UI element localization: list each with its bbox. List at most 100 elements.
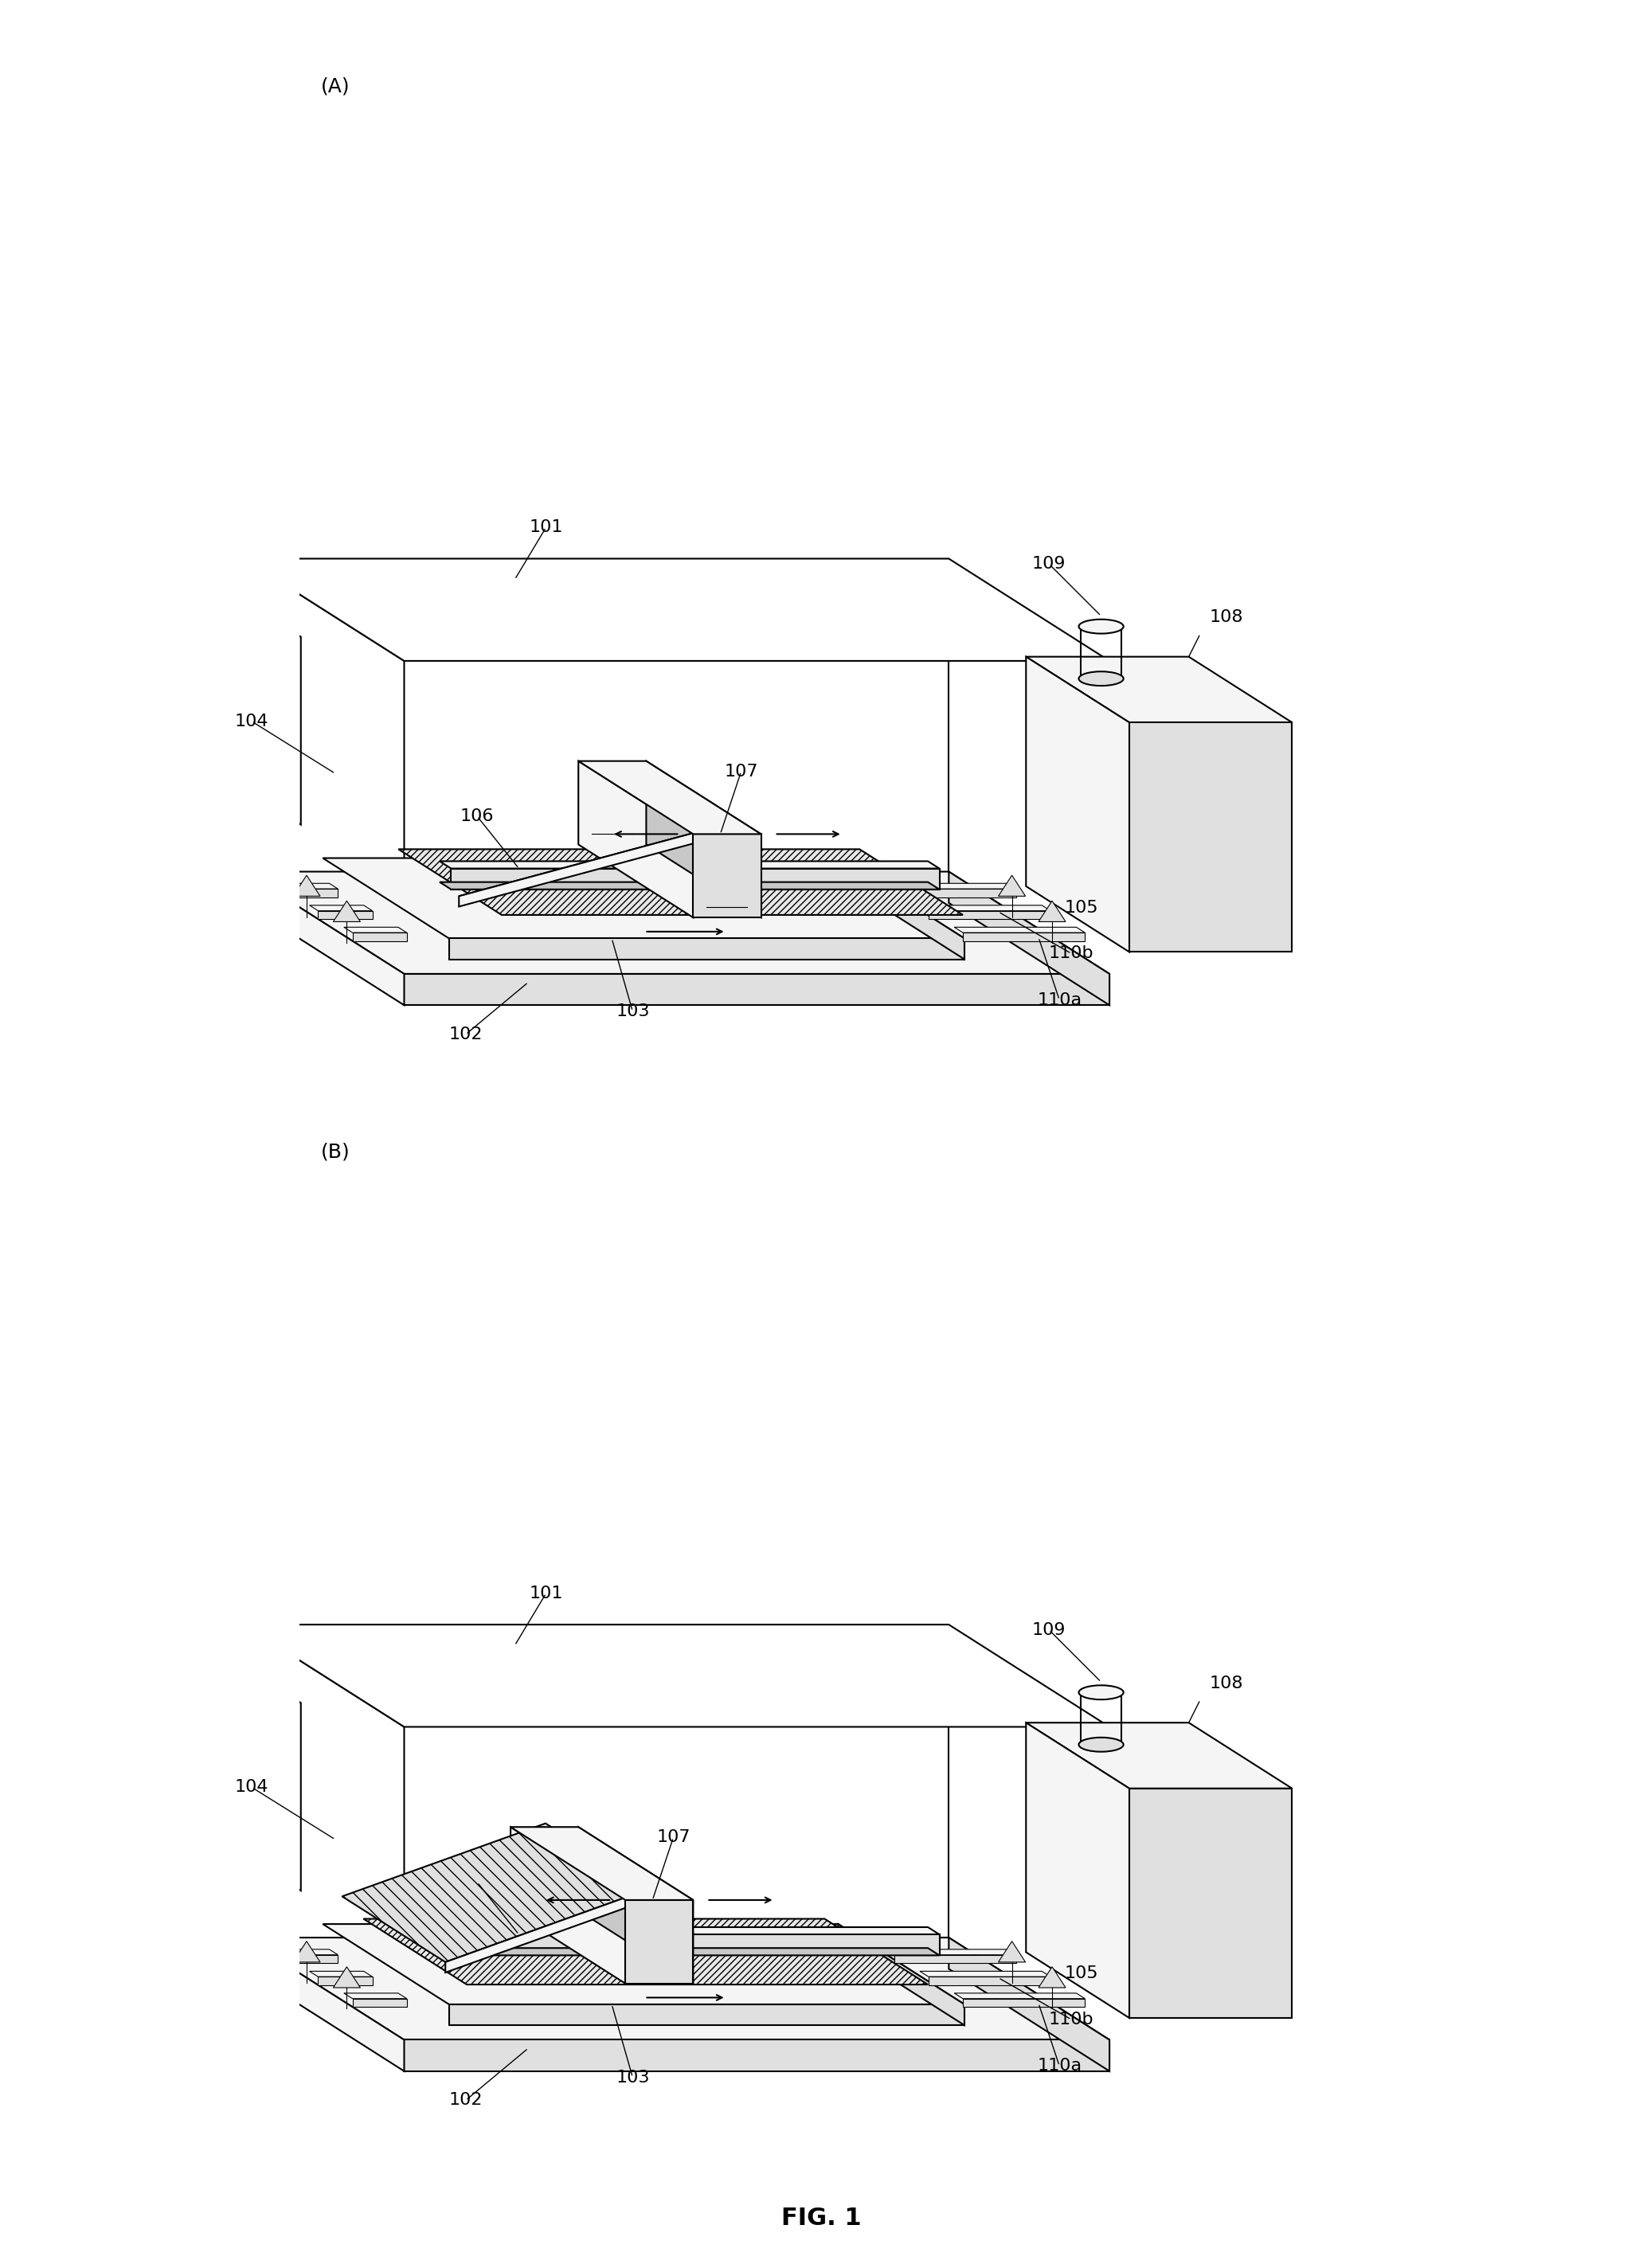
Polygon shape — [999, 1941, 1025, 1962]
Text: 107: 107 — [725, 764, 757, 780]
Polygon shape — [243, 558, 948, 871]
Polygon shape — [1025, 658, 1129, 953]
Text: 104: 104 — [235, 1780, 269, 1796]
Polygon shape — [1129, 723, 1291, 953]
Text: 102: 102 — [449, 1027, 483, 1043]
Polygon shape — [963, 932, 1084, 941]
Text: 110b: 110b — [1048, 2012, 1094, 2028]
Ellipse shape — [1079, 619, 1124, 633]
Ellipse shape — [1079, 1685, 1124, 1699]
Polygon shape — [322, 1923, 964, 2005]
Polygon shape — [274, 1948, 338, 1955]
Text: 101: 101 — [529, 1585, 564, 1601]
Polygon shape — [440, 882, 940, 889]
Polygon shape — [353, 932, 407, 941]
Text: 104: 104 — [235, 714, 269, 730]
Polygon shape — [999, 875, 1025, 896]
Polygon shape — [955, 928, 1084, 932]
Text: 106: 106 — [460, 1873, 495, 1889]
Text: 110b: 110b — [1048, 946, 1094, 962]
Polygon shape — [342, 1823, 649, 1962]
Polygon shape — [838, 1923, 964, 2025]
Polygon shape — [334, 900, 360, 921]
Ellipse shape — [1079, 671, 1124, 685]
Polygon shape — [626, 1901, 693, 1984]
Polygon shape — [343, 928, 407, 932]
Polygon shape — [511, 1828, 626, 1984]
Polygon shape — [243, 1624, 404, 2039]
Polygon shape — [1038, 900, 1066, 921]
Polygon shape — [886, 1948, 1015, 1955]
Ellipse shape — [1079, 1737, 1124, 1751]
Polygon shape — [955, 1994, 1084, 1998]
Polygon shape — [1038, 1966, 1066, 1987]
Polygon shape — [920, 1971, 1050, 1978]
Polygon shape — [440, 1928, 940, 1935]
Polygon shape — [255, 608, 301, 826]
Polygon shape — [319, 912, 373, 919]
Polygon shape — [243, 1624, 948, 1937]
Polygon shape — [243, 871, 404, 1005]
Text: 103: 103 — [616, 1002, 649, 1018]
Polygon shape — [452, 1935, 940, 1955]
Text: 108: 108 — [1209, 610, 1244, 626]
Polygon shape — [948, 871, 1109, 1005]
Polygon shape — [838, 857, 964, 959]
Polygon shape — [578, 1828, 693, 1984]
Polygon shape — [928, 1978, 1050, 1984]
Polygon shape — [886, 882, 1015, 889]
Polygon shape — [243, 558, 404, 973]
Text: FIG. 1: FIG. 1 — [782, 2207, 861, 2229]
Polygon shape — [243, 1937, 1109, 2039]
Polygon shape — [452, 869, 940, 889]
Polygon shape — [398, 848, 963, 914]
Polygon shape — [243, 871, 1109, 973]
Text: 102: 102 — [449, 2093, 483, 2109]
Text: 108: 108 — [1209, 1676, 1244, 1692]
Polygon shape — [309, 905, 373, 912]
Text: 105: 105 — [1065, 1966, 1098, 1982]
Text: 101: 101 — [529, 519, 564, 535]
Polygon shape — [693, 835, 761, 919]
Polygon shape — [894, 1955, 1015, 1964]
Text: (B): (B) — [320, 1143, 350, 1161]
Text: 110a: 110a — [1037, 2057, 1081, 2073]
Polygon shape — [449, 939, 964, 959]
Polygon shape — [578, 762, 693, 919]
Text: 109: 109 — [1032, 1622, 1066, 1637]
Polygon shape — [404, 2039, 1109, 2071]
Polygon shape — [322, 857, 964, 939]
Text: 103: 103 — [616, 2068, 649, 2084]
Polygon shape — [292, 1941, 320, 1962]
Polygon shape — [243, 1624, 1109, 1726]
Polygon shape — [511, 1828, 693, 1901]
Text: 109: 109 — [1032, 556, 1066, 572]
Text: (A): (A) — [320, 77, 350, 95]
Polygon shape — [1025, 1724, 1129, 2019]
Polygon shape — [920, 905, 1050, 912]
Polygon shape — [445, 1889, 649, 1973]
Polygon shape — [243, 558, 1109, 660]
Polygon shape — [948, 1937, 1109, 2071]
Polygon shape — [309, 1971, 373, 1978]
Polygon shape — [440, 862, 940, 869]
Polygon shape — [404, 973, 1109, 1005]
Polygon shape — [319, 1978, 373, 1984]
Text: 110a: 110a — [1037, 991, 1081, 1007]
Polygon shape — [274, 882, 338, 889]
Polygon shape — [353, 1998, 407, 2007]
Polygon shape — [363, 1919, 928, 1984]
Polygon shape — [578, 762, 761, 835]
Polygon shape — [894, 889, 1015, 898]
Text: 106: 106 — [460, 807, 495, 823]
Polygon shape — [292, 875, 320, 896]
Polygon shape — [255, 1674, 301, 1892]
Polygon shape — [284, 1955, 338, 1964]
Polygon shape — [458, 823, 729, 896]
Polygon shape — [458, 823, 729, 907]
Text: 107: 107 — [657, 1830, 690, 1846]
Polygon shape — [928, 912, 1050, 919]
Polygon shape — [334, 1966, 360, 1987]
Polygon shape — [1025, 1724, 1291, 1789]
Text: 105: 105 — [1065, 900, 1098, 916]
